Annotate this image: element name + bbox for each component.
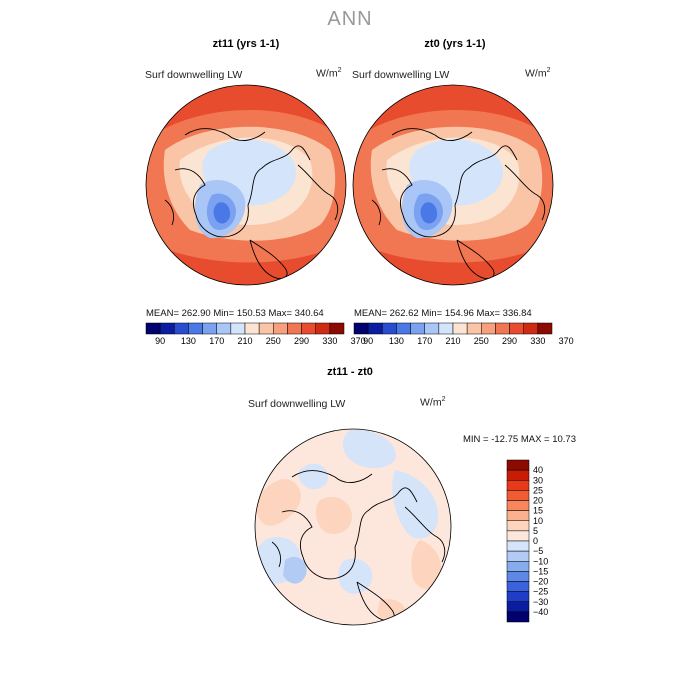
panel-1-colorbar-tick-label: 290 <box>294 336 309 346</box>
panel-1-map <box>146 85 346 285</box>
panel-2-coastlines <box>371 128 546 279</box>
panel-3-colorbar-tick-label: −25 <box>533 587 548 597</box>
panel-1-colorbar-swatch <box>202 322 217 335</box>
panel-2-colorbar: 90 130 170 210 250 290 330 370 <box>353 322 574 346</box>
panel-2-colorbar-swatch <box>367 322 383 335</box>
panel-2-colorbar-swatch <box>523 322 539 335</box>
panel-1-colorbar-swatch <box>244 322 260 335</box>
panel-3-colorbar-tick-label: 5 <box>533 526 538 536</box>
panel-1-colorbar-swatch <box>287 322 302 335</box>
panel-2-colorbar-swatch <box>466 322 482 335</box>
panel-3-colorbar-tick-label: 30 <box>533 475 543 485</box>
panel-2-colorbar-tick-label: 330 <box>530 336 545 346</box>
panel-1-colorbar-swatch <box>315 322 331 335</box>
panel-1-colorbar-tick-label: 170 <box>209 336 224 346</box>
panel-1-colorbar-tick-label: 330 <box>322 336 337 346</box>
panel-1-colorbar-tick-label: 210 <box>237 336 252 346</box>
panel-2-colorbar-tick-label: 370 <box>559 336 574 346</box>
panel-2-colorbar-tick-label: 130 <box>389 336 404 346</box>
panel-3-units: W/m2 <box>420 396 446 409</box>
panel-1-map-border <box>145 84 347 286</box>
panel-2-colorbar-swatch <box>481 322 496 335</box>
panel-1-colorbar-swatch <box>273 322 288 335</box>
panel-2-colorbar-swatch <box>424 322 440 335</box>
panel-3-colorbar-tick-label: −20 <box>533 577 548 587</box>
panel-1-colorbar-tick-label: 250 <box>266 336 281 346</box>
panel-2-colorbar-swatch <box>396 322 411 335</box>
panel-1-colorbar-swatch <box>230 322 246 335</box>
panel-2-colorbar-tick-label: 250 <box>474 336 489 346</box>
panel-1-colorbar-tick-label: 370 <box>351 336 366 346</box>
panel-3-colorbar-swatch <box>506 510 530 521</box>
panel-2-colorbar-tick-label: 170 <box>417 336 432 346</box>
panel-2-map-border <box>352 84 554 286</box>
panel-2-colorbar-swatch <box>382 322 397 335</box>
panel-2-map <box>353 85 553 285</box>
panel-3-colorbar-swatch <box>506 490 530 501</box>
panel-2-colorbar-swatch <box>495 322 510 335</box>
panel-2-units: W/m2 <box>525 67 551 80</box>
panel-3-title: zt11 - zt0 <box>327 366 373 378</box>
panel-2-stats: MEAN= 262.62 Min= 154.96 Max= 336.84 <box>354 308 532 319</box>
panel-2-colorbar-swatch <box>452 322 468 335</box>
panel-3-colorbar-swatch <box>506 571 530 582</box>
panel-1-colorbar-swatch <box>258 322 274 335</box>
panel-2-colorbar-swatch <box>438 322 454 335</box>
panel-1-colorbar-swatch <box>174 322 189 335</box>
panel-3-colorbar-tick-label: −10 <box>533 556 548 566</box>
panel-3-colorbar-tick-label: −30 <box>533 597 548 607</box>
panel-3-colorbar-swatch <box>506 459 530 471</box>
panel-3-colorbar-swatch <box>506 591 530 602</box>
panel-2-colorbar-swatch <box>353 322 369 335</box>
panel-3-colorbar-tick-label: −40 <box>533 607 548 617</box>
panel-1-units: W/m2 <box>316 67 342 80</box>
panel-1-stats: MEAN= 262.90 Min= 150.53 Max= 340.64 <box>146 308 324 319</box>
panel-1-colorbar-swatch <box>216 322 232 335</box>
panel-3-colorbar-swatch <box>506 469 530 481</box>
panel-3-colorbar-swatch <box>506 530 530 542</box>
panel-1-colorbar-tick-label: 90 <box>155 336 165 346</box>
panel-3-colorbar-tick-label: 25 <box>533 485 543 495</box>
panel-1-colorbar-swatch <box>159 322 175 335</box>
panel-2-colorbar-tick-label: 290 <box>502 336 517 346</box>
panel-3-colorbar-swatch <box>506 480 530 491</box>
panel-2-title: zt0 (yrs 1-1) <box>424 38 486 50</box>
panel-1-title: zt11 (yrs 1-1) <box>212 38 280 50</box>
panel-3-colorbar-swatch <box>506 561 530 572</box>
panel-2-colorbar-tick-label: 210 <box>445 336 460 346</box>
panel-3-map-border <box>254 428 452 626</box>
panel-3-colorbar-tick-label: −5 <box>533 546 543 556</box>
panel-1-colorbar-swatch <box>301 322 316 335</box>
panel-2-colorbar-tick-label: 90 <box>363 336 373 346</box>
panel-1-colorbar: 90 130 170 210 250 290 330 370 <box>145 322 366 346</box>
panel-3-colorbar-swatch <box>506 601 530 613</box>
panel-3-colorbar-tick-label: 20 <box>533 496 543 506</box>
panel-1-colorbar-tick-label: 130 <box>181 336 196 346</box>
panel-3-colorbar-swatch <box>506 520 530 532</box>
panel-3-colorbar-tick-label: −15 <box>533 566 548 576</box>
panel-1-field-label: Surf downwelling LW <box>145 69 243 81</box>
panel-2-colorbar-swatch <box>509 322 524 335</box>
panel-3-colorbar-tick-label: 10 <box>533 516 543 526</box>
panel-3-colorbar-swatch <box>506 500 530 511</box>
page-title: ANN <box>327 8 373 30</box>
panel-3-colorbar-swatch <box>506 611 530 623</box>
panel-3-colorbar-tick-label: 15 <box>533 506 543 516</box>
panel-3-colorbar-swatch <box>506 540 530 552</box>
panel-1-colorbar-swatch <box>145 322 161 335</box>
panel-3-stats: MIN = -12.75 MAX = 10.73 <box>463 434 577 445</box>
panel-3-colorbar-swatch <box>506 581 530 592</box>
panel-3-field-label: Surf downwelling LW <box>248 398 346 410</box>
panel-1-colorbar-swatch <box>329 322 345 335</box>
panel-3-colorbar-swatch <box>506 550 530 562</box>
panel-1-colorbar-swatch <box>188 322 203 335</box>
panel-3-map <box>255 429 451 625</box>
panel-3-colorbar-tick-label: 40 <box>533 465 543 475</box>
panel-2-field-label: Surf downwelling LW <box>352 69 450 81</box>
panel-3-colorbar-tick-label: 0 <box>533 536 538 546</box>
panel-2-colorbar-swatch <box>537 322 553 335</box>
panel-2-colorbar-swatch <box>410 322 425 335</box>
